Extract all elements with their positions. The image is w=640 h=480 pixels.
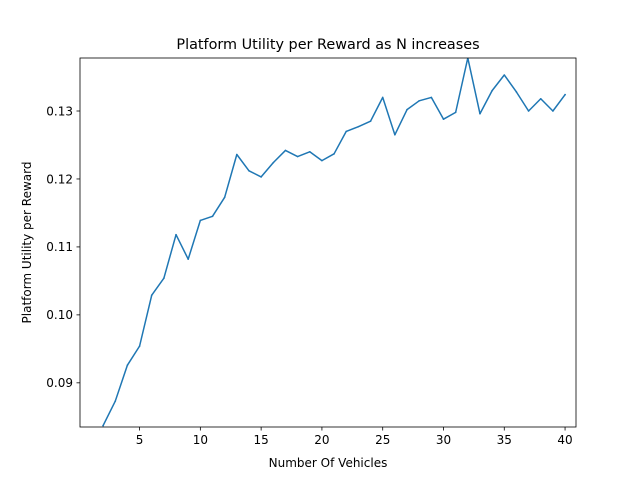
data-point [272,161,275,164]
data-point [138,345,141,347]
data-point [418,100,420,102]
data-point [442,118,445,120]
chart-title: Platform Utility per Reward as N increas… [176,37,479,53]
data-point [454,111,457,114]
data-point [491,89,493,92]
x-axis-label: Number Of Vehicles [269,456,388,470]
data-point [406,108,408,111]
data-point [175,233,177,236]
data-point [430,96,433,99]
y-tick-label: 0.13 [46,104,73,118]
data-point [308,150,311,153]
data-point [539,97,542,100]
data-point [150,294,153,296]
x-tick-label: 20 [314,433,329,447]
y-tick-label: 0.12 [46,172,73,186]
y-tick-label: 0.09 [46,376,73,390]
data-point [102,424,104,427]
data-point [163,277,165,279]
data-point [527,110,530,112]
data-point [187,258,189,260]
data-point [369,120,372,122]
data-point [126,364,129,366]
x-axis-ticks: 5 10 15 20 25 30 35 40 [136,427,573,447]
data-point [552,110,554,112]
y-axis-ticks: 0.09 0.10 0.11 0.12 0.13 [46,104,80,390]
data-point [564,93,566,96]
data-point [236,153,238,156]
data-point [394,133,396,136]
data-point [223,196,226,199]
data-point [321,159,323,162]
x-tick-label: 25 [375,433,390,447]
data-point [296,155,299,158]
data-point [199,219,202,222]
data-point [114,400,117,402]
y-axis-label: Platform Utility per Reward [20,162,34,324]
y-tick-label: 0.11 [46,240,73,254]
data-point [248,170,250,172]
plot-area-frame [79,57,577,428]
x-tick-label: 30 [436,433,451,447]
data-point [211,215,214,218]
data-point [357,125,360,128]
y-tick-label: 0.10 [46,308,73,322]
data-point [260,176,262,178]
x-tick-label: 35 [497,433,512,447]
data-points [102,58,566,427]
data-point [333,153,335,155]
x-tick-label: 10 [193,433,208,447]
data-point [345,130,348,133]
data-point [503,74,506,76]
data-point [515,91,518,93]
data-point [381,96,384,99]
data-point [479,112,481,115]
data-point [284,149,287,152]
x-tick-label: 15 [253,433,268,447]
x-tick-label: 5 [136,433,144,447]
x-tick-label: 40 [557,433,572,447]
